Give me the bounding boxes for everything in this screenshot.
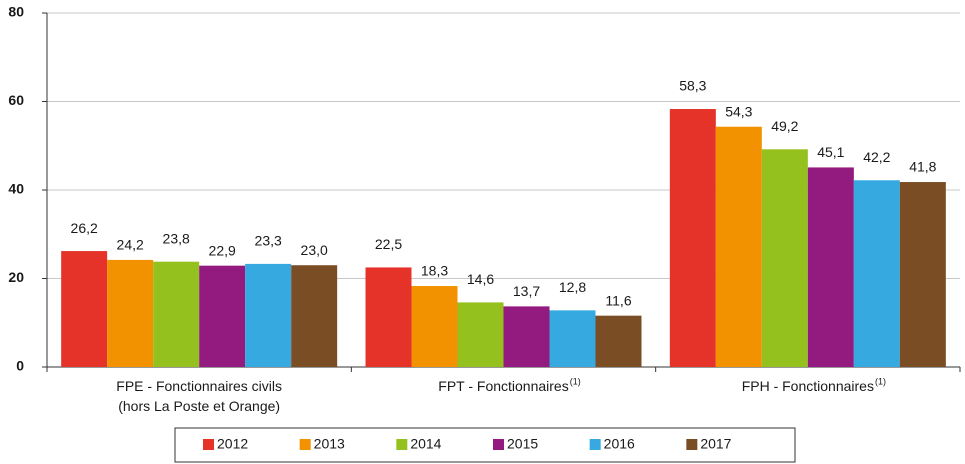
data-label: 41,8 — [909, 159, 936, 175]
legend-label: 2016 — [604, 436, 635, 452]
bar — [153, 261, 200, 367]
bar — [595, 315, 642, 367]
data-label: 54,3 — [725, 103, 752, 119]
y-tick-label: 60 — [8, 92, 24, 108]
legend-label: 2012 — [217, 436, 248, 452]
bar — [503, 306, 550, 367]
data-label: 13,7 — [513, 283, 540, 299]
bar — [853, 180, 900, 367]
bar — [411, 286, 458, 367]
data-label: 23,0 — [301, 242, 328, 258]
legend-box — [174, 427, 796, 463]
legend-swatch — [493, 439, 504, 450]
bar — [457, 302, 504, 367]
bar — [807, 167, 854, 367]
x-tick-label: FPE - Fonctionnaires civils (hors La Post… — [116, 378, 282, 414]
bar — [199, 265, 246, 367]
data-label: 22,9 — [209, 242, 236, 258]
label-line: FPT - Fonctionnaires — [438, 378, 568, 394]
x-tick-label: FPT - Fonctionnaires — [438, 378, 568, 394]
bar — [365, 267, 412, 367]
footnote-mark: (1) — [570, 376, 581, 386]
legend-label: 2013 — [314, 436, 345, 452]
bar — [61, 251, 108, 367]
bar — [245, 263, 292, 367]
y-tick-label: 0 — [16, 358, 24, 374]
bar — [107, 259, 154, 367]
data-label: 45,1 — [817, 144, 844, 160]
label-line: (hors La Poste et Orange) — [118, 398, 280, 414]
data-label: 42,2 — [863, 149, 890, 165]
bar — [549, 310, 596, 367]
legend-label: 2015 — [507, 436, 538, 452]
bar — [669, 109, 716, 368]
legend-label: 2017 — [700, 436, 731, 452]
data-label: 18,3 — [421, 263, 448, 279]
footnote-mark: (1) — [875, 376, 886, 386]
y-tick-label: 40 — [8, 181, 24, 197]
x-tick-label: FPH - Fonctionnaires — [742, 378, 874, 394]
legend-swatch — [686, 439, 698, 450]
y-tick-label: 20 — [8, 269, 24, 285]
data-label: 23,8 — [163, 230, 190, 246]
bar — [715, 126, 762, 367]
bar — [291, 265, 338, 367]
legend-label: 2014 — [410, 436, 441, 452]
data-label: 24,2 — [117, 237, 144, 253]
label-line: FPH - Fonctionnaires — [742, 378, 874, 394]
data-label: 58,3 — [679, 78, 706, 94]
data-label: 12,8 — [559, 279, 586, 295]
legend-swatch — [299, 439, 311, 450]
legend-swatch — [589, 439, 601, 450]
data-label: 14,6 — [467, 271, 494, 287]
bar — [761, 149, 808, 367]
data-label: 22,5 — [375, 236, 402, 252]
data-label: 11,6 — [605, 292, 631, 308]
bar — [899, 182, 946, 367]
legend-swatch — [203, 439, 214, 450]
data-label: 23,3 — [255, 233, 282, 249]
legend-swatch — [396, 439, 408, 450]
label-line: FPE - Fonctionnaires civils — [116, 378, 282, 394]
y-tick-label: 80 — [8, 4, 24, 20]
data-label: 49,2 — [771, 118, 798, 134]
data-label: 26,2 — [71, 220, 98, 236]
